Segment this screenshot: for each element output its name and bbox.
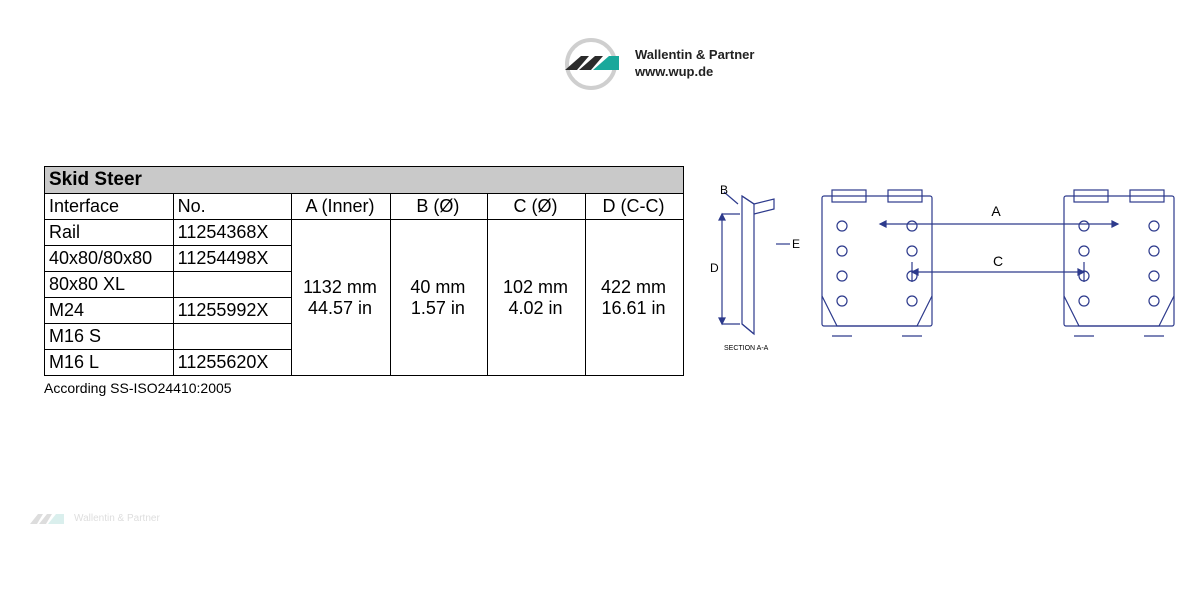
table-footnote: According SS-ISO24410:2005 — [44, 380, 684, 396]
watermark: Wallentin & Partner — [28, 508, 160, 528]
cell-no — [173, 272, 291, 298]
table-header-row: Interface No. A (Inner) B (Ø) C (Ø) D (C… — [45, 194, 684, 220]
dim-d-mm: 422 mm — [590, 277, 677, 298]
cell-no: 11254368X — [173, 220, 291, 246]
cell-interface: Rail — [45, 220, 174, 246]
company-url: www.wup.de — [635, 64, 754, 81]
cell-b: 40 mm 1.57 in — [390, 220, 487, 376]
col-d: D (C-C) — [585, 194, 683, 220]
label-b: B — [720, 184, 728, 197]
spec-table-wrapper: Skid Steer Interface No. A (Inner) B (Ø)… — [44, 166, 684, 396]
label-e: E — [792, 237, 800, 251]
company-name: Wallentin & Partner — [635, 47, 754, 64]
cell-interface: M24 — [45, 298, 174, 324]
cell-no: 11254498X — [173, 246, 291, 272]
dim-a-in: 44.57 in — [296, 298, 384, 319]
spec-table: Skid Steer Interface No. A (Inner) B (Ø)… — [44, 166, 684, 376]
label-section: SECTION A-A — [724, 345, 769, 352]
cell-no — [173, 324, 291, 350]
table-row: Rail 11254368X 1132 mm 44.57 in 40 mm 1.… — [45, 220, 684, 246]
col-a: A (Inner) — [292, 194, 391, 220]
technical-diagrams: D B E SECTION A-A — [694, 184, 1182, 354]
cell-a: 1132 mm 44.57 in — [292, 220, 391, 376]
watermark-text: Wallentin & Partner — [74, 513, 160, 524]
logo-mark — [555, 28, 627, 100]
cell-interface: 80x80 XL — [45, 272, 174, 298]
cell-interface: 40x80/80x80 — [45, 246, 174, 272]
cell-d: 422 mm 16.61 in — [585, 220, 683, 376]
col-c: C (Ø) — [487, 194, 585, 220]
dim-c-in: 4.02 in — [492, 298, 579, 319]
table-title: Skid Steer — [45, 167, 684, 194]
brand-logo: Wallentin & Partner www.wup.de — [555, 28, 754, 100]
dim-c-mm: 102 mm — [492, 277, 579, 298]
cell-interface: M16 S — [45, 324, 174, 350]
label-c: C — [993, 253, 1003, 269]
col-interface: Interface — [45, 194, 174, 220]
label-d: D — [710, 261, 719, 275]
col-b: B (Ø) — [390, 194, 487, 220]
label-a: A — [991, 203, 1001, 219]
dim-d-in: 16.61 in — [590, 298, 677, 319]
dim-a-mm: 1132 mm — [296, 277, 384, 298]
col-no: No. — [173, 194, 291, 220]
diagram-section-aa: D B E SECTION A-A — [694, 184, 804, 354]
cell-no: 11255620X — [173, 350, 291, 376]
cell-c: 102 mm 4.02 in — [487, 220, 585, 376]
dim-b-mm: 40 mm — [395, 277, 481, 298]
cell-no: 11255992X — [173, 298, 291, 324]
diagram-front-view: A C — [812, 184, 1182, 354]
cell-interface: M16 L — [45, 350, 174, 376]
dim-b-in: 1.57 in — [395, 298, 481, 319]
